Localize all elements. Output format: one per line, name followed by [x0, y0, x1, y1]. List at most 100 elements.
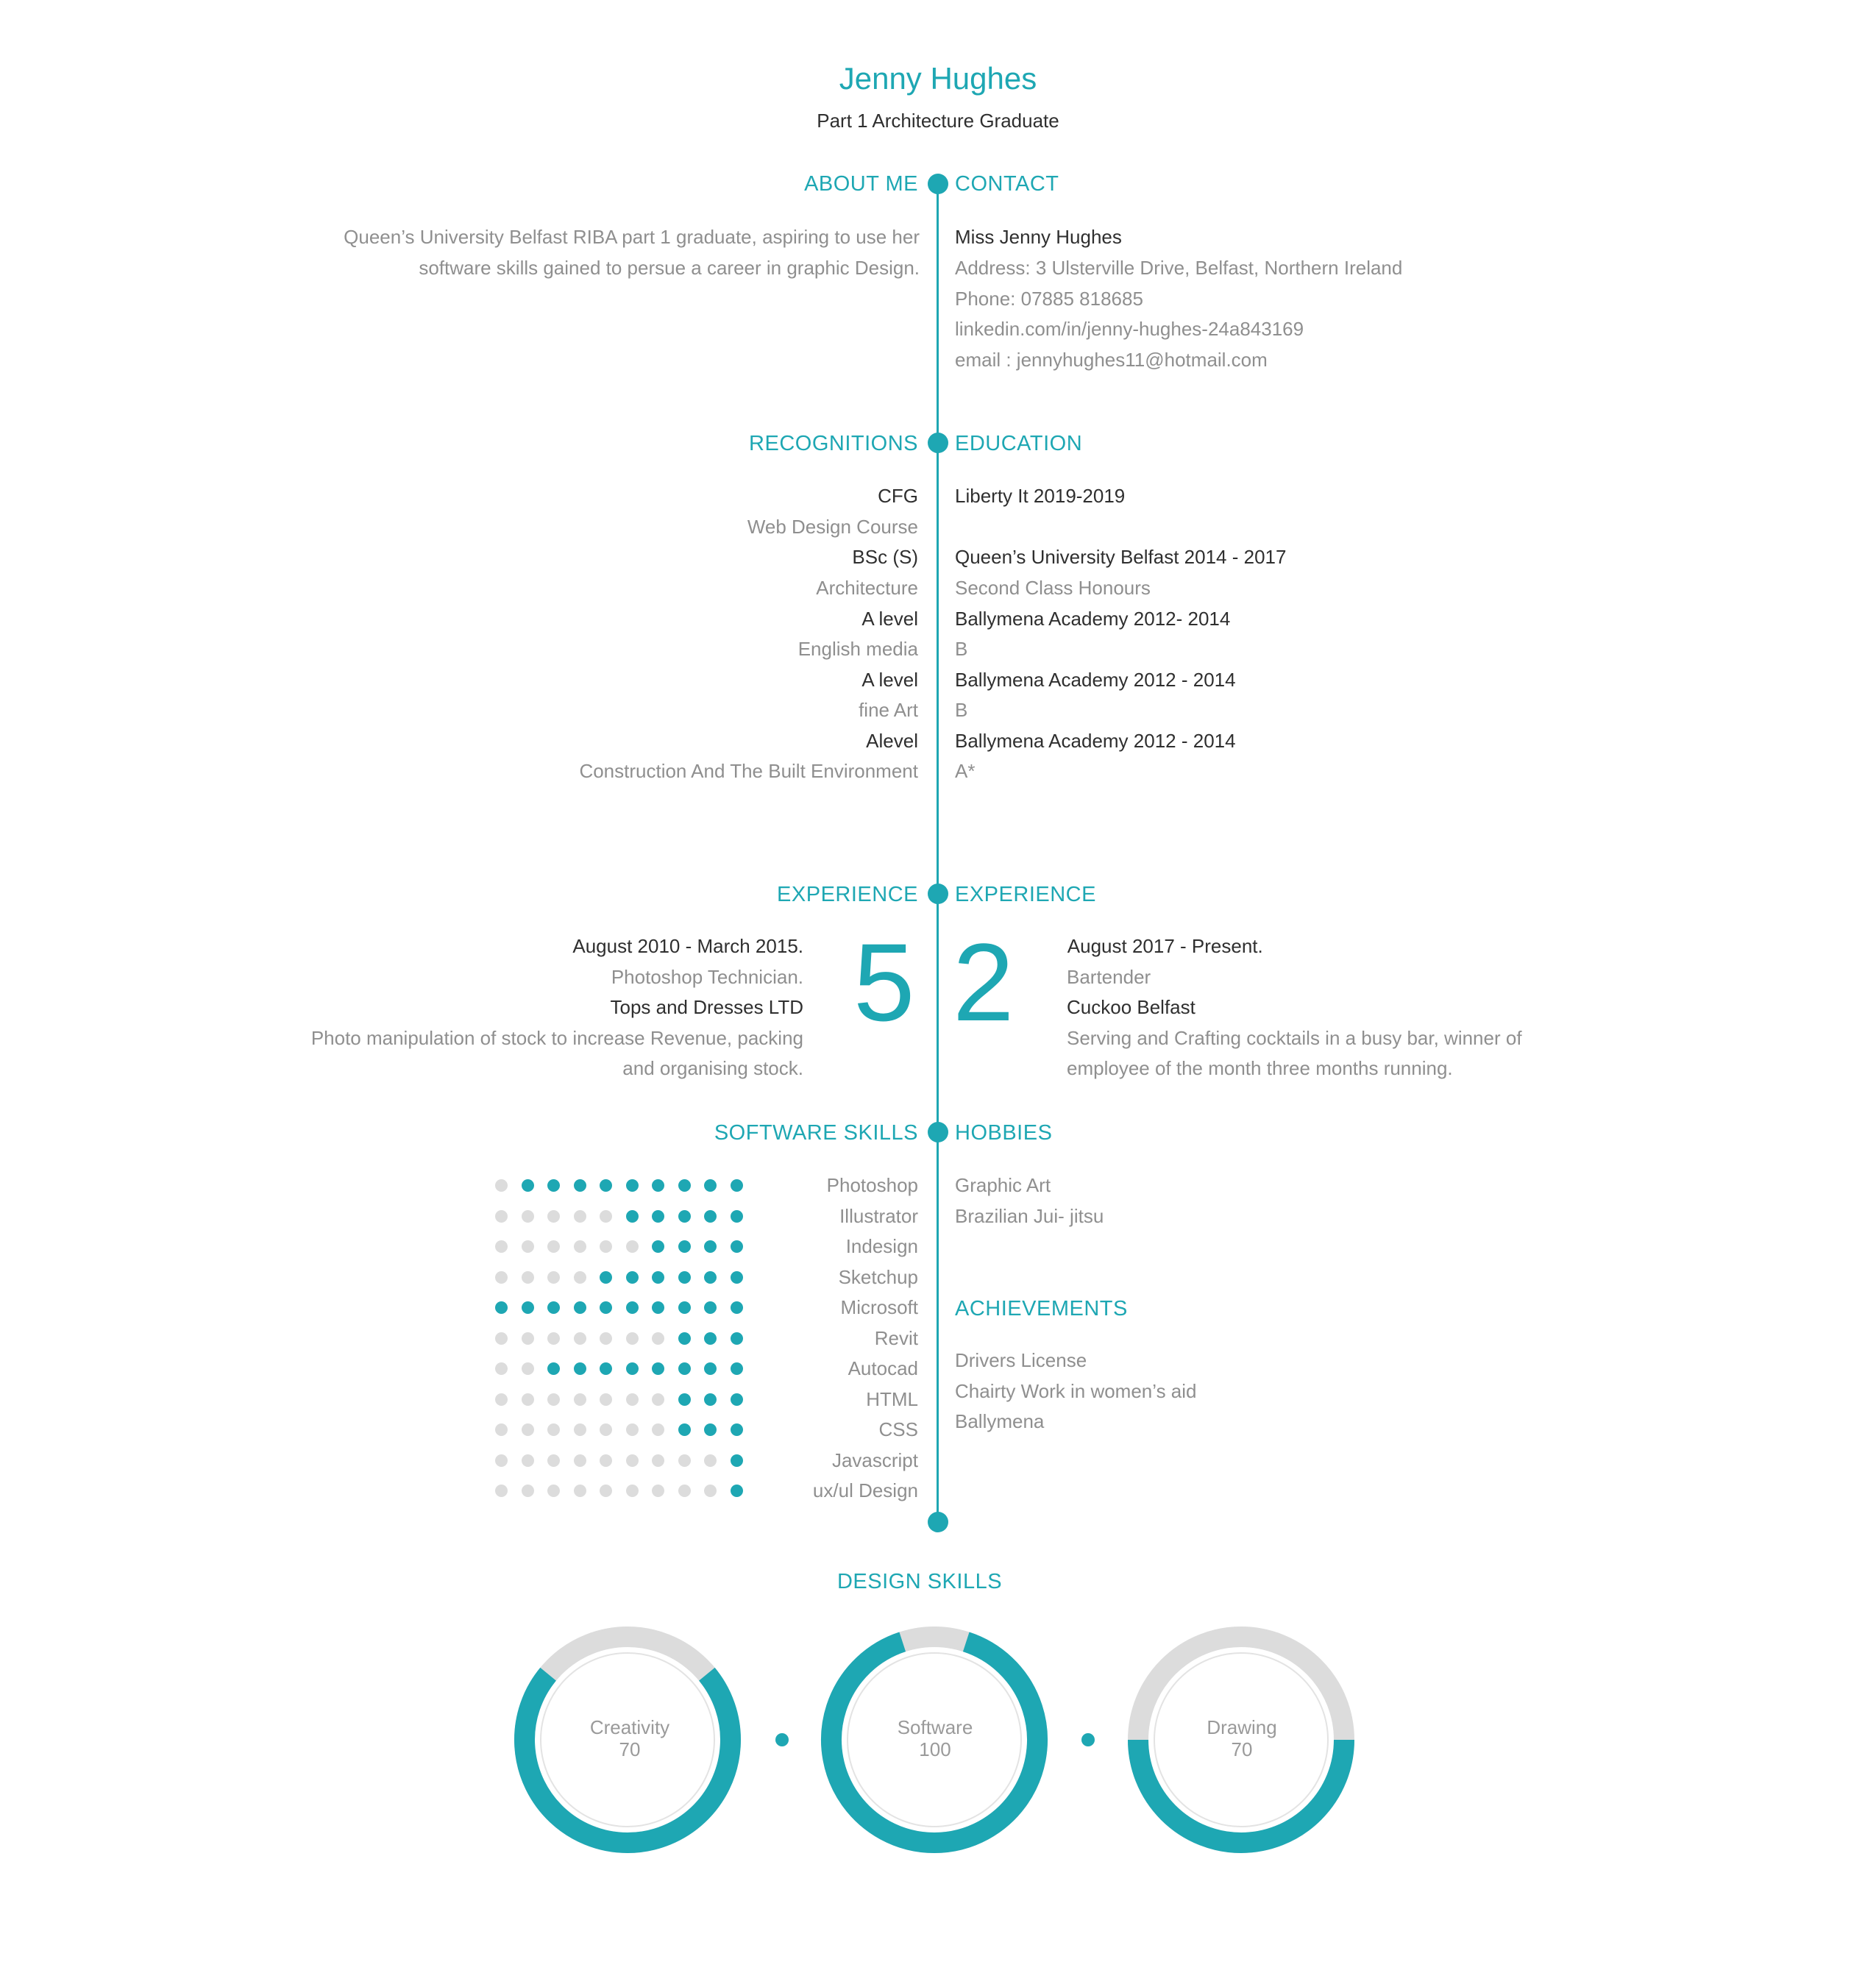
achievements-heading: ACHIEVEMENTS	[955, 1297, 1128, 1320]
skill-level-dot	[730, 1454, 743, 1467]
experience-right-description: employee of the month three months runni…	[1067, 1057, 1453, 1079]
skill-level-dot	[730, 1423, 743, 1436]
skill-level-dot	[730, 1301, 743, 1314]
skill-level-dot	[625, 1485, 639, 1497]
skill-level-dot	[495, 1270, 508, 1284]
skill-level-dot	[600, 1423, 612, 1436]
resume-name: Jenny Hughes	[839, 61, 1037, 96]
skill-level-dot	[600, 1301, 612, 1314]
skill-level-dot	[521, 1332, 534, 1345]
ring-inner-circle	[847, 1652, 1022, 1827]
skill-level-dot	[600, 1485, 612, 1497]
contact-email[interactable]: email : jennyhughes11@hotmail.com	[955, 349, 1268, 371]
skill-level-dot	[652, 1240, 664, 1253]
skill-level-dot	[625, 1179, 639, 1192]
skill-level-dot	[521, 1454, 534, 1467]
skill-level-dot	[495, 1485, 508, 1497]
skill-level-dot	[573, 1270, 586, 1284]
recognition-title: Alevel	[866, 730, 918, 752]
experience-right-years: 2	[953, 920, 1015, 1044]
timeline-node-about	[928, 174, 948, 194]
skill-level-dot	[573, 1362, 586, 1375]
recognitions-heading: RECOGNITIONS	[749, 432, 918, 455]
skill-level-dot	[521, 1240, 534, 1253]
software-skill-label: Illustrator	[839, 1204, 918, 1227]
skill-level-dot	[600, 1270, 612, 1284]
skill-level-dot	[678, 1209, 691, 1223]
experience-left-description: and organising stock.	[622, 1057, 803, 1079]
education-title: Liberty It 2019-2019	[955, 485, 1126, 507]
skill-level-dot	[704, 1362, 717, 1375]
software-skill-label: HTML	[866, 1387, 918, 1410]
recognition-detail: fine Art	[859, 699, 918, 721]
skill-level-dot	[730, 1179, 743, 1192]
skill-level-dot	[652, 1179, 664, 1192]
experience-left-role: Photoshop Technician.	[611, 966, 803, 988]
skill-level-dot	[678, 1423, 691, 1436]
about-text-line: Queen’s University Belfast RIBA part 1 g…	[344, 226, 920, 248]
hobbies-heading: HOBBIES	[955, 1121, 1053, 1145]
software-skill-label: Indesign	[845, 1235, 918, 1257]
skill-level-dot	[547, 1393, 560, 1406]
skill-level-dot	[652, 1485, 664, 1497]
skill-level-dot	[547, 1454, 560, 1467]
skill-level-dot	[573, 1209, 586, 1223]
timeline-node-experience	[928, 884, 948, 904]
ring-inner-circle	[1154, 1652, 1329, 1827]
ring-drawing	[1128, 1627, 1354, 1853]
skill-level-dot	[652, 1362, 664, 1375]
education-detail: B	[955, 638, 968, 660]
skill-level-dot	[625, 1209, 639, 1223]
skill-level-dot	[495, 1209, 508, 1223]
skill-level-dot	[678, 1393, 691, 1406]
design-skill-name: Creativity	[589, 1716, 670, 1738]
skill-level-dot	[730, 1362, 743, 1375]
skill-level-dot	[625, 1362, 639, 1375]
skill-level-dot	[625, 1393, 639, 1406]
skill-level-dot	[600, 1454, 612, 1467]
experience-right-heading: EXPERIENCE	[955, 883, 1096, 906]
skill-level-dot	[625, 1423, 639, 1436]
experience-left-years: 5	[853, 920, 915, 1044]
hobby-item: Brazilian Jui- jitsu	[955, 1205, 1104, 1227]
skill-level-dot	[521, 1179, 534, 1192]
skill-level-dot	[600, 1332, 612, 1345]
contact-linkedin[interactable]: linkedin.com/in/jenny-hughes-24a843169	[955, 318, 1304, 340]
ring-progress-arc	[821, 1632, 1048, 1853]
ring-creativity	[514, 1627, 741, 1853]
skill-level-dot	[678, 1332, 691, 1345]
skill-level-dot	[521, 1270, 534, 1284]
skill-level-dot	[704, 1485, 717, 1497]
timeline-line	[937, 184, 939, 1523]
skill-level-dot	[652, 1454, 664, 1467]
skill-level-dot	[652, 1270, 664, 1284]
achievement-item: Chairty Work in women’s aid	[955, 1380, 1197, 1402]
skill-level-dot	[625, 1240, 639, 1253]
software-skills-heading: SOFTWARE SKILLS	[714, 1121, 918, 1145]
hobby-item: Graphic Art	[955, 1174, 1051, 1196]
recognition-detail: Architecture	[816, 577, 918, 599]
about-heading: ABOUT ME	[804, 172, 918, 196]
ring-label-drawing: Drawing 70	[1154, 1716, 1330, 1760]
skill-level-dot	[547, 1423, 560, 1436]
skill-level-dot	[600, 1179, 612, 1192]
timeline-node-education	[928, 433, 948, 453]
skill-level-dot	[652, 1209, 664, 1223]
skill-level-dot	[547, 1270, 560, 1284]
software-skill-label: ux/ul Design	[812, 1479, 918, 1501]
skill-level-dot	[521, 1393, 534, 1406]
education-detail: A*	[955, 760, 976, 782]
achievement-item: Drivers License	[955, 1349, 1087, 1371]
recognition-detail: Web Design Course	[747, 516, 918, 538]
skill-level-dot	[678, 1362, 691, 1375]
skill-level-dot	[495, 1301, 508, 1314]
skill-level-dot	[678, 1485, 691, 1497]
experience-right-description: Serving and Crafting cocktails in a busy…	[1067, 1027, 1522, 1049]
recognition-detail: English media	[797, 638, 918, 660]
skill-level-dot	[730, 1270, 743, 1284]
skill-level-dot	[521, 1209, 534, 1223]
skill-level-dot	[495, 1423, 508, 1436]
timeline-node-end	[928, 1512, 948, 1532]
design-skill-value: 100	[919, 1738, 951, 1760]
skill-level-dot	[495, 1332, 508, 1345]
